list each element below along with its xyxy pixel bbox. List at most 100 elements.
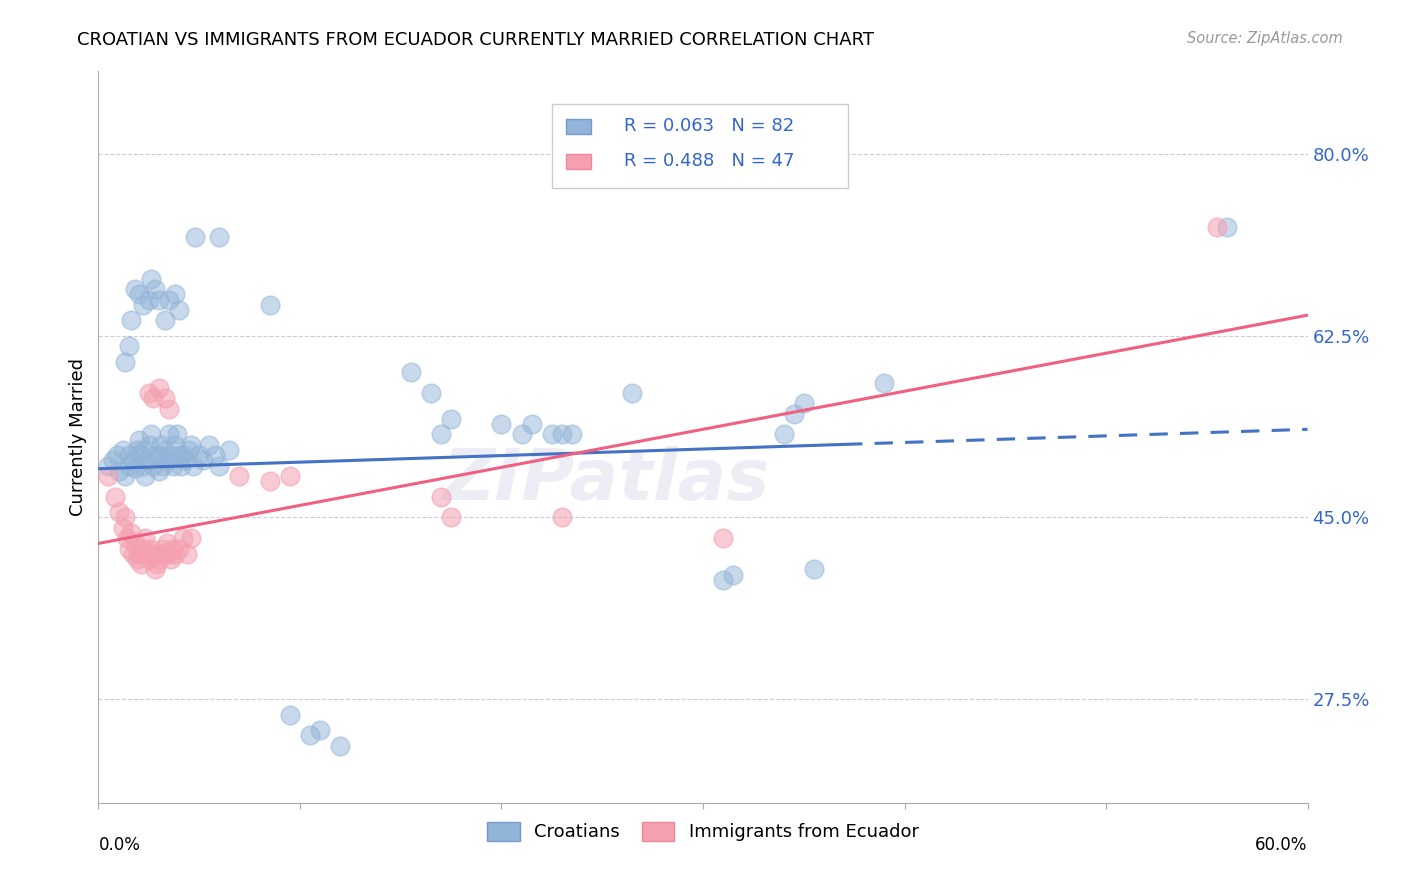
Point	[143, 448, 166, 462]
Text: Source: ZipAtlas.com: Source: ZipAtlas.com	[1187, 31, 1343, 46]
Point	[491, 417, 513, 431]
Point	[114, 510, 136, 524]
Point	[138, 386, 160, 401]
Point	[120, 526, 142, 541]
Point	[163, 287, 186, 301]
Point	[114, 469, 136, 483]
Point	[135, 453, 157, 467]
Point	[711, 573, 734, 587]
Point	[162, 458, 184, 473]
Point	[1206, 219, 1229, 234]
Point	[132, 458, 155, 473]
Point	[129, 448, 152, 462]
Point	[420, 386, 443, 401]
Point	[120, 313, 142, 327]
Point	[399, 365, 422, 379]
Point	[139, 427, 162, 442]
Legend: Croatians, Immigrants from Ecuador: Croatians, Immigrants from Ecuador	[479, 814, 927, 848]
Point	[793, 396, 815, 410]
Point	[124, 460, 146, 475]
Point	[440, 412, 463, 426]
Point	[218, 443, 240, 458]
Point	[124, 536, 146, 550]
Point	[160, 552, 183, 566]
Point	[309, 723, 332, 738]
Point	[111, 443, 134, 458]
Point	[121, 453, 143, 467]
Point	[278, 469, 301, 483]
Point	[440, 510, 463, 524]
Point	[208, 458, 231, 473]
Point	[128, 433, 150, 447]
Point	[299, 728, 322, 742]
Point	[134, 531, 156, 545]
Point	[153, 391, 176, 405]
Point	[118, 448, 141, 462]
Point	[149, 438, 172, 452]
Point	[152, 541, 174, 556]
Point	[1216, 219, 1239, 234]
Point	[157, 401, 180, 416]
Point	[103, 490, 125, 504]
Point	[204, 448, 226, 462]
Point	[138, 438, 160, 452]
FancyBboxPatch shape	[551, 104, 848, 188]
Point	[167, 541, 190, 556]
Point	[121, 547, 143, 561]
Point	[118, 458, 141, 473]
Point	[101, 453, 124, 467]
Point	[166, 427, 188, 442]
Point	[149, 547, 172, 561]
Point	[148, 448, 170, 462]
Point	[163, 547, 186, 561]
Point	[163, 438, 186, 452]
Text: 60.0%: 60.0%	[1256, 836, 1308, 854]
Point	[118, 541, 141, 556]
Point	[156, 453, 179, 467]
Point	[139, 272, 162, 286]
Point	[107, 505, 129, 519]
Point	[97, 469, 120, 483]
Point	[180, 438, 202, 452]
Point	[259, 298, 281, 312]
Point	[208, 230, 231, 244]
Point	[97, 458, 120, 473]
Point	[124, 282, 146, 296]
Point	[157, 427, 180, 442]
Point	[134, 469, 156, 483]
Point	[167, 448, 190, 462]
Point	[135, 547, 157, 561]
Point	[118, 339, 141, 353]
Point	[129, 557, 152, 571]
Point	[179, 443, 201, 458]
Point	[198, 438, 221, 452]
Point	[170, 458, 193, 473]
Point	[152, 458, 174, 473]
Point	[772, 427, 794, 442]
Text: ZIPatlas: ZIPatlas	[443, 447, 770, 516]
Point	[430, 490, 453, 504]
Point	[172, 448, 194, 462]
Point	[180, 531, 202, 545]
Point	[153, 443, 176, 458]
Point	[148, 293, 170, 307]
Point	[146, 557, 169, 571]
Text: R = 0.488   N = 47: R = 0.488 N = 47	[624, 153, 794, 170]
Point	[114, 355, 136, 369]
Point	[142, 547, 165, 561]
Point	[138, 552, 160, 566]
Point	[803, 562, 825, 576]
Point	[115, 531, 138, 545]
Point	[148, 381, 170, 395]
FancyBboxPatch shape	[567, 119, 591, 134]
Point	[181, 458, 204, 473]
Point	[107, 464, 129, 478]
Point	[105, 448, 128, 462]
Point	[430, 427, 453, 442]
Point	[157, 293, 180, 307]
Point	[142, 458, 165, 473]
Point	[160, 448, 183, 462]
Point	[167, 303, 190, 318]
Point	[148, 464, 170, 478]
Point	[157, 547, 180, 561]
